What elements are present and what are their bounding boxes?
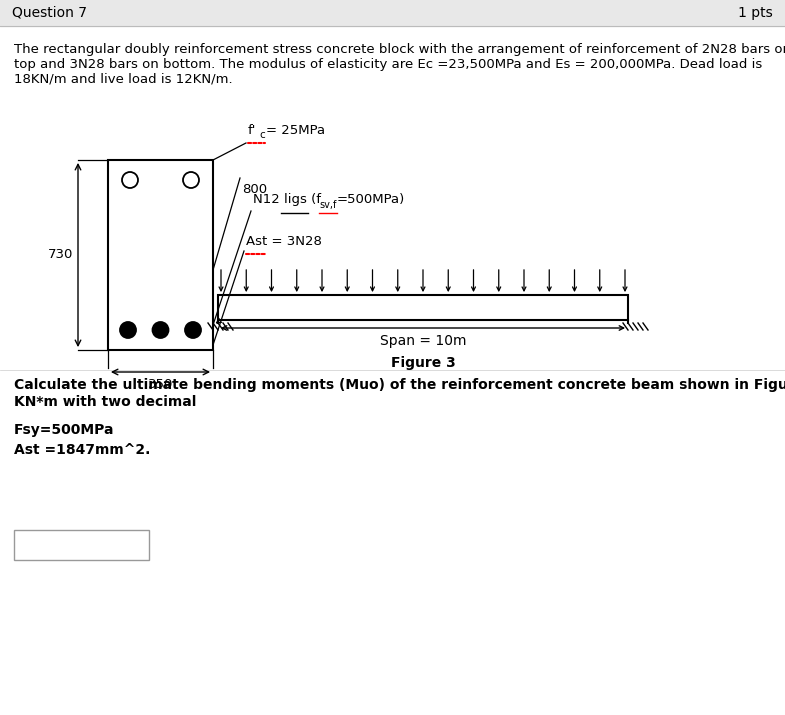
Text: Question 7: Question 7 bbox=[12, 6, 87, 20]
Text: 730: 730 bbox=[48, 249, 73, 262]
Text: Figure 3: Figure 3 bbox=[391, 356, 455, 370]
Circle shape bbox=[185, 322, 201, 338]
Text: 800: 800 bbox=[242, 183, 267, 196]
Text: = 25MPa: = 25MPa bbox=[266, 124, 325, 137]
Bar bbox=[0, 0, 785, 26]
Text: c: c bbox=[259, 130, 265, 140]
Text: top and 3N28 bars on bottom. The modulus of elasticity are Ec =23,500MPa and Es : top and 3N28 bars on bottom. The modulus… bbox=[14, 58, 762, 71]
Text: Calculate the ultimate bending moments (Muo) of the reinforcement concrete beam : Calculate the ultimate bending moments (… bbox=[14, 378, 785, 392]
Text: 1 pts: 1 pts bbox=[738, 6, 773, 20]
Bar bbox=[218, 295, 628, 320]
Text: Ast =1847mm^2.: Ast =1847mm^2. bbox=[14, 443, 151, 457]
Text: Fsy=500MPa: Fsy=500MPa bbox=[14, 423, 115, 437]
Text: N12 ligs (f: N12 ligs (f bbox=[253, 193, 321, 206]
Bar bbox=[108, 160, 213, 350]
Text: 350: 350 bbox=[148, 378, 173, 391]
Text: KN*m with two decimal: KN*m with two decimal bbox=[14, 395, 196, 409]
Text: sv,f: sv,f bbox=[319, 200, 337, 210]
Text: Ast = 3N28: Ast = 3N28 bbox=[246, 235, 322, 248]
Circle shape bbox=[122, 172, 138, 188]
Circle shape bbox=[152, 322, 169, 338]
Text: 18KN/m and live load is 12KN/m.: 18KN/m and live load is 12KN/m. bbox=[14, 73, 232, 86]
Text: =500MPa): =500MPa) bbox=[337, 193, 405, 206]
Circle shape bbox=[183, 172, 199, 188]
Circle shape bbox=[120, 322, 136, 338]
Text: Span = 10m: Span = 10m bbox=[380, 334, 466, 348]
Bar bbox=[14, 530, 149, 560]
Text: The rectangular doubly reinforcement stress concrete block with the arrangement : The rectangular doubly reinforcement str… bbox=[14, 43, 785, 56]
Text: f': f' bbox=[248, 124, 257, 137]
